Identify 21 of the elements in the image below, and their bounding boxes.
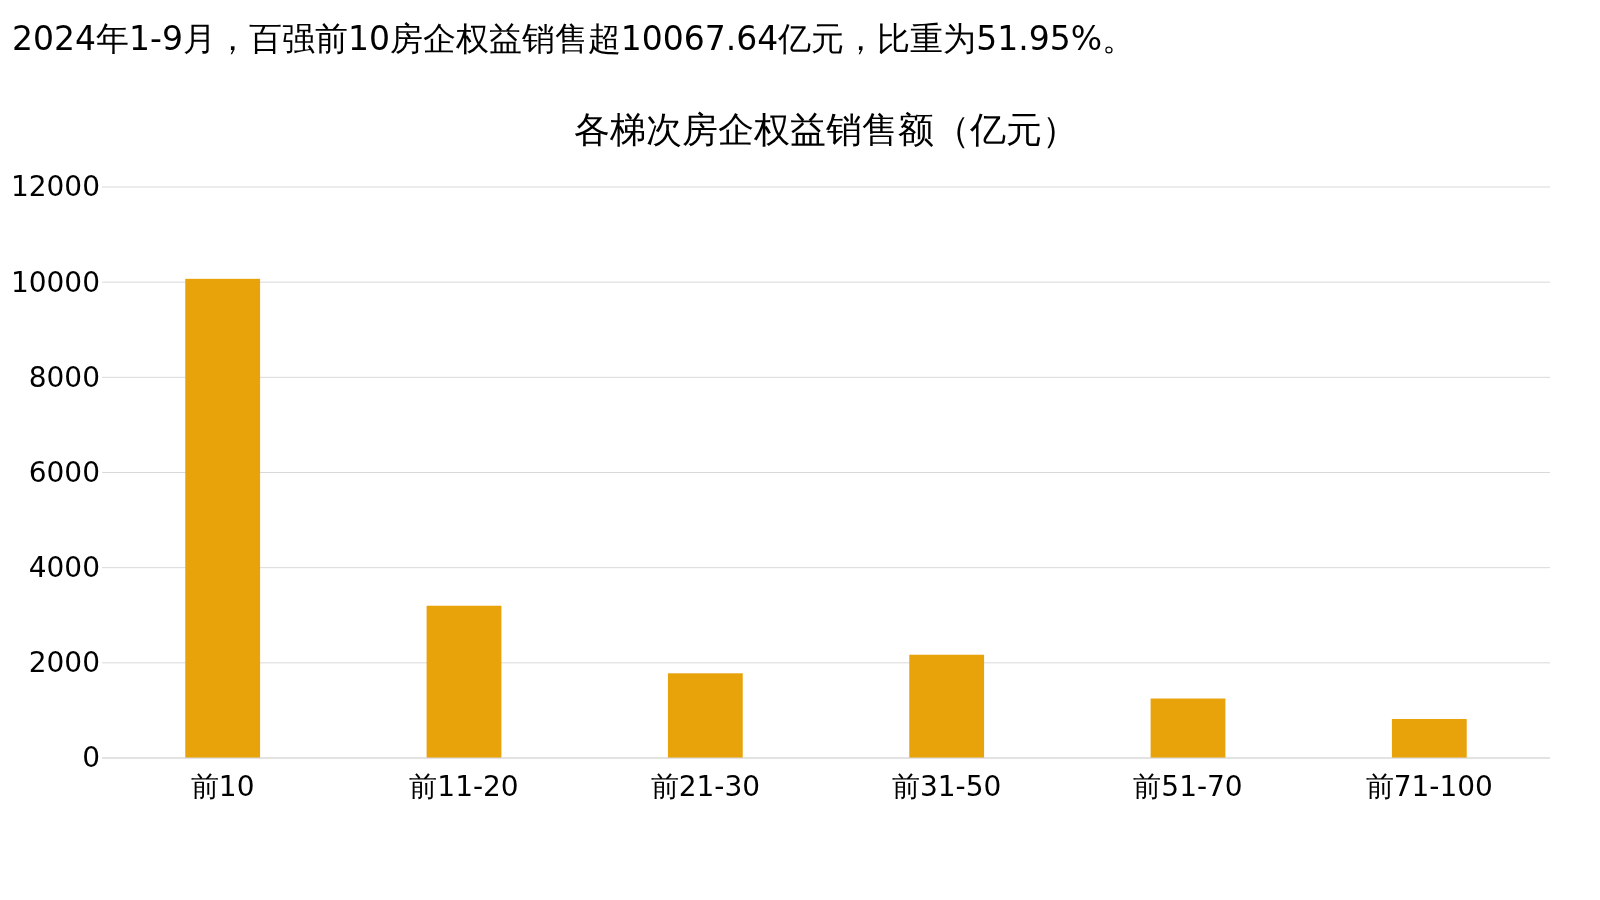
x-tick-label: 前11-20 [409,769,519,803]
x-tick-label: 前71-100 [1365,769,1493,803]
x-tick-label: 前21-30 [650,769,761,803]
y-tick-label: 10000 [10,265,100,299]
chart-title: 2024年1-9月，百强前10房企权益销售超10067.64亿元，比重为51.95%。 [12,19,1136,58]
y-tick-label: 8000 [28,360,100,394]
y-tick-label: 6000 [28,455,100,489]
y-tick-label: 12000 [10,170,100,204]
bar [185,278,261,758]
bar [909,654,985,758]
y-tick-label: 2000 [28,646,100,680]
bar [667,673,743,758]
x-tick-label: 前31-50 [891,769,1002,803]
bar [1391,718,1467,758]
bar [426,605,502,758]
x-tick-label: 前10 [190,769,255,803]
y-tick-label: 4000 [28,551,100,585]
y-tick-label: 0 [82,741,100,775]
chart-subtitle: 各梯次房企权益销售额（亿元） [574,109,1078,150]
x-tick-label: 前51-70 [1133,769,1243,803]
bar [1150,698,1226,758]
